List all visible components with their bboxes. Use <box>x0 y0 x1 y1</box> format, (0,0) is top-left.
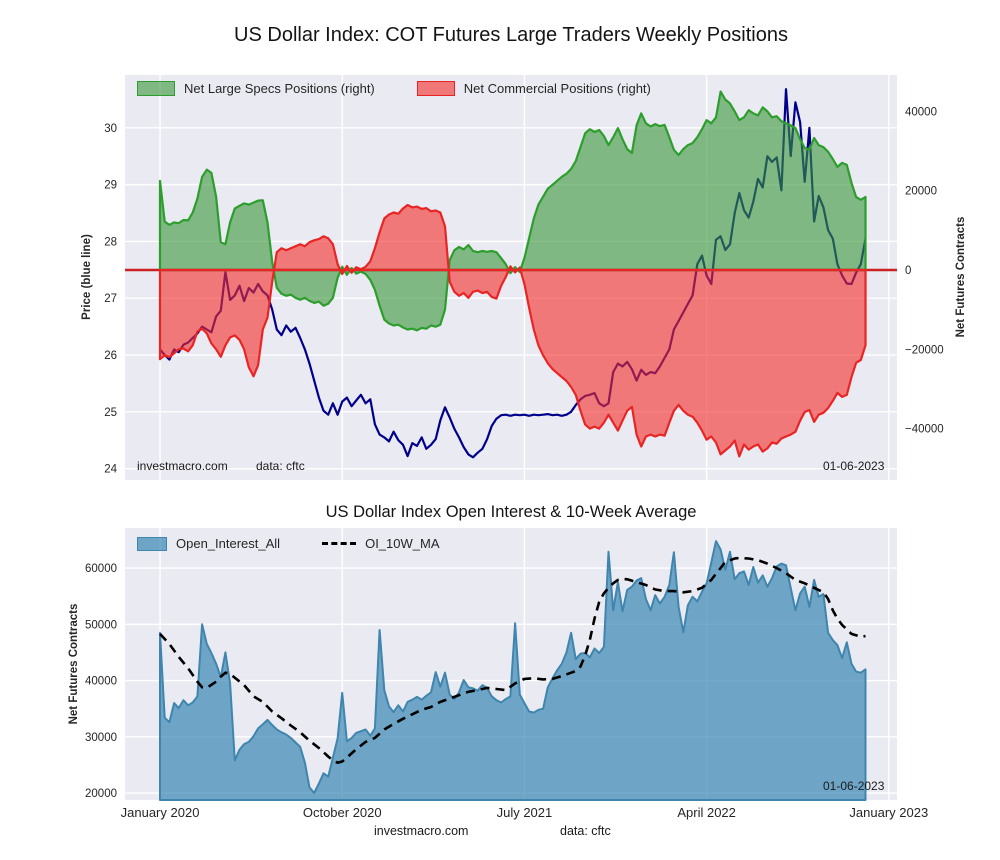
dashed-line-icon <box>322 542 357 545</box>
svg-text:50000: 50000 <box>85 619 117 631</box>
svg-text:28: 28 <box>104 236 117 248</box>
top-chart-left-axis-label: Price (blue line) <box>81 234 93 320</box>
svg-text:24: 24 <box>104 464 117 476</box>
svg-text:−40000: −40000 <box>905 424 944 436</box>
svg-text:October 2020: October 2020 <box>303 805 382 820</box>
svg-text:−20000: −20000 <box>905 344 944 356</box>
svg-text:April 2022: April 2022 <box>677 805 736 820</box>
svg-text:27: 27 <box>104 293 117 305</box>
svg-text:30000: 30000 <box>85 732 117 744</box>
top-chart-watermark: investmacro.com <box>137 459 228 473</box>
bottom-chart-left-axis-label: Net Futures Contracts <box>68 603 80 725</box>
legend-item-ma: OI_10W_MA <box>322 536 440 551</box>
svg-text:January 2020: January 2020 <box>121 805 200 820</box>
svg-text:20000: 20000 <box>905 186 937 198</box>
svg-text:26: 26 <box>104 350 117 362</box>
legend-item-open-interest: Open_Interest_All <box>137 536 280 551</box>
bottom-chart-date-annotation: 01-06-2023 <box>823 779 885 793</box>
commercials-swatch-icon <box>416 81 455 96</box>
top-chart-data-source: data: cftc <box>256 459 305 473</box>
legend-item-specs: Net Large Specs Positions (right) <box>137 81 375 96</box>
footer-watermark: investmacro.com <box>374 824 469 838</box>
svg-text:60000: 60000 <box>85 563 117 575</box>
svg-text:20000: 20000 <box>85 788 117 800</box>
svg-text:40000: 40000 <box>85 676 117 688</box>
svg-text:25: 25 <box>104 407 117 419</box>
legend-label-specs: Net Large Specs Positions (right) <box>184 81 375 96</box>
bottom-chart-legend: Open_Interest_All OI_10W_MA <box>137 536 440 551</box>
svg-text:0: 0 <box>905 265 911 277</box>
top-chart-right-axis-label: Net Futures Contracts <box>955 216 967 338</box>
page-title: US Dollar Index: COT Futures Large Trade… <box>234 24 788 46</box>
svg-text:29: 29 <box>104 180 117 192</box>
open-interest-swatch-icon <box>137 536 167 551</box>
svg-text:January 2023: January 2023 <box>849 805 928 820</box>
footer-data-source: data: cftc <box>560 824 611 838</box>
specs-swatch-icon <box>137 81 175 96</box>
svg-text:July 2021: July 2021 <box>497 805 553 820</box>
top-chart-legend: Net Large Specs Positions (right) Net Co… <box>137 81 651 96</box>
legend-item-commercials: Net Commercial Positions (right) <box>416 81 651 96</box>
legend-label-open-interest: Open_Interest_All <box>176 536 281 551</box>
top-chart-date-annotation: 01-06-2023 <box>823 459 885 473</box>
legend-label-commercials: Net Commercial Positions (right) <box>463 81 651 96</box>
legend-label-ma: OI_10W_MA <box>365 536 440 551</box>
svg-text:30: 30 <box>104 123 117 135</box>
bottom-chart-title: US Dollar Index Open Interest & 10-Week … <box>325 503 697 521</box>
svg-text:40000: 40000 <box>905 106 937 118</box>
